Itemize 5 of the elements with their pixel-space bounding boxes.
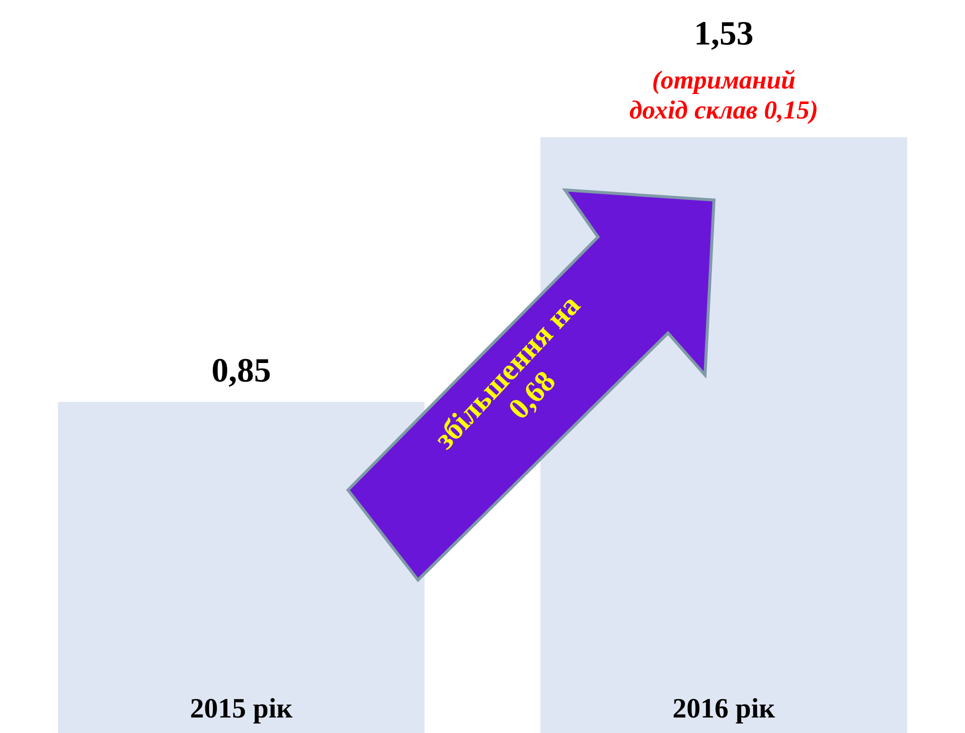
data-label: 0,85 <box>212 352 271 390</box>
annotation: (отриманий дохід склав 0,15) <box>629 66 818 125</box>
x-tick-label: 2016 рік <box>672 694 776 724</box>
data-label: 1,53 <box>694 16 754 53</box>
x-tick-label: 2015 рік <box>190 694 294 724</box>
